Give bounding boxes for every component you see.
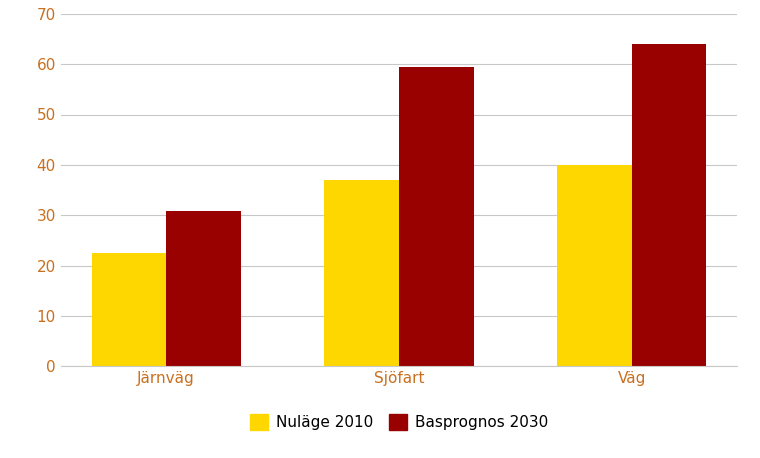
Bar xyxy=(166,211,241,366)
Bar xyxy=(557,165,632,366)
Legend: Nuläge 2010, Basprognos 2030: Nuläge 2010, Basprognos 2030 xyxy=(244,408,554,436)
Bar xyxy=(399,67,473,366)
Bar xyxy=(632,44,707,366)
Bar xyxy=(325,180,399,366)
Bar xyxy=(91,253,166,366)
